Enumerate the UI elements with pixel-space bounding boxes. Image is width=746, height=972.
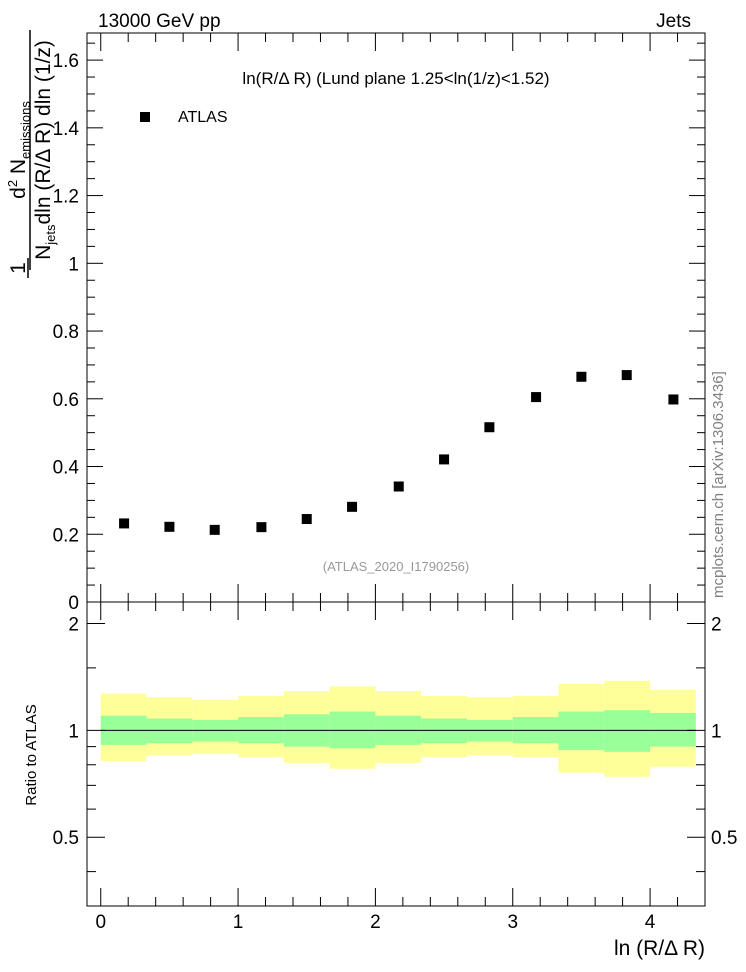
- ratio-axes: 0 1 2 3 4 0.5 0.5 1 1 2 2: [53, 601, 737, 933]
- ratio-y-tick-label-right: 2: [711, 615, 722, 636]
- y-label-denominator: Njetsdln (R/Δ R) dln (1/z): [32, 40, 58, 260]
- ratio-uncertainty-bands: [100, 680, 696, 777]
- y-label-numerator: d2 Nemissions: [5, 101, 33, 199]
- data-point-0-8: [484, 422, 495, 433]
- x-tick-label: 0: [95, 912, 106, 933]
- header-energy-label: 13000 GeV pp: [98, 11, 221, 32]
- ratio-y-tick-label-left: 0.5: [53, 828, 79, 849]
- main-y-tick-label: 1.4: [53, 119, 80, 140]
- data-point-0-7: [439, 454, 450, 465]
- x-tick-label: 4: [645, 912, 656, 933]
- ratio-band-1-bin-12: [650, 712, 696, 747]
- main-panel: ln(R/Δ R) (Lund plane 1.25<ln(1/z)<1.52)…: [5, 30, 706, 614]
- x-tick-label: 3: [507, 912, 518, 933]
- data-point-0-5: [347, 501, 358, 512]
- header-process-label: Jets: [656, 11, 691, 32]
- data-point-0-0: [119, 518, 130, 529]
- data-point-0-3: [256, 522, 267, 533]
- ratio-y-tick-label-right: 1: [711, 721, 722, 742]
- y-label-prefix: 1: [7, 262, 30, 274]
- ratio-band-1-bin-11: [604, 710, 651, 752]
- chart-title: ln(R/Δ R) (Lund plane 1.25<ln(1/z)<1.52): [242, 69, 549, 88]
- data-point-0-9: [531, 392, 542, 403]
- legend-marker-atlas: [140, 112, 150, 122]
- main-data-points: [119, 370, 679, 535]
- data-point-0-12: [668, 394, 679, 405]
- data-point-0-2: [209, 524, 220, 535]
- x-tick-label: 1: [233, 912, 244, 933]
- data-point-0-4: [301, 514, 312, 525]
- y-den-n: N: [32, 245, 55, 260]
- ratio-y-tick-label-right: 0.5: [711, 828, 737, 849]
- analysis-label: (ATLAS_2020_I1790256): [323, 559, 469, 574]
- data-point-0-1: [164, 521, 175, 532]
- y-num-d: d: [7, 187, 30, 199]
- watermark: mcplots.cern.ch [arXiv:1306.3436]: [710, 371, 727, 598]
- ratio-y-tick-label-left: 2: [68, 615, 79, 636]
- main-y-tick-label: 0.2: [53, 525, 79, 546]
- y-den-rest: dln (R/Δ R) dln (1/z): [32, 40, 55, 224]
- main-y-axis-label: 1 d2 Nemissions Njetsdln (R/Δ R) dln (1/…: [5, 30, 58, 278]
- main-y-tick-label: 1.6: [53, 51, 79, 72]
- x-tick-label: 2: [370, 912, 381, 933]
- main-y-tick-label: 0.6: [53, 390, 79, 411]
- main-y-tick-label: 0.4: [53, 458, 80, 479]
- main-y-tick-label: 1: [68, 254, 79, 275]
- main-y-tick-label: 1.2: [53, 187, 79, 208]
- y-num-n: N: [7, 159, 30, 180]
- y-num-sup: 2: [5, 180, 20, 187]
- x-axis-label: ln (R/Δ R): [614, 937, 705, 960]
- main-axes: 0 0.2 0.4 0.6 0.8 1 1.2 1.4 1.6: [53, 32, 706, 614]
- ratio-y-tick-label-left: 1: [68, 721, 79, 742]
- main-y-tick-label: 0: [68, 593, 79, 614]
- main-y-tick-label: 0.8: [53, 322, 79, 343]
- ratio-frame: [86, 601, 706, 907]
- legend-label-atlas: ATLAS: [178, 109, 228, 126]
- y-den-sub: jets: [43, 224, 58, 246]
- ratio-y-axis-label: Ratio to ATLAS: [23, 704, 40, 805]
- data-point-0-10: [576, 371, 587, 382]
- legend: ATLAS: [140, 109, 228, 126]
- data-point-0-11: [621, 370, 632, 381]
- ratio-panel: 0 1 2 3 4 0.5 0.5 1 1 2 2 Ratio to ATLAS ln (R/Δ R…: [23, 601, 737, 960]
- data-point-0-6: [393, 481, 404, 492]
